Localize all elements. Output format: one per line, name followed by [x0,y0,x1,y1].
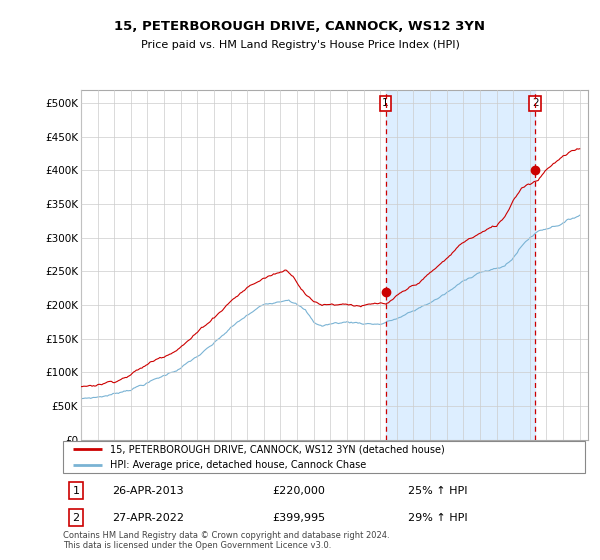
Text: 27-APR-2022: 27-APR-2022 [113,512,185,522]
Text: HPI: Average price, detached house, Cannock Chase: HPI: Average price, detached house, Cann… [110,460,366,470]
FancyBboxPatch shape [63,441,585,473]
Text: £399,995: £399,995 [272,512,325,522]
Text: 15, PETERBOROUGH DRIVE, CANNOCK, WS12 3YN (detached house): 15, PETERBOROUGH DRIVE, CANNOCK, WS12 3Y… [110,445,445,455]
Text: £220,000: £220,000 [272,486,325,496]
Text: 25% ↑ HPI: 25% ↑ HPI [407,486,467,496]
Text: Price paid vs. HM Land Registry's House Price Index (HPI): Price paid vs. HM Land Registry's House … [140,40,460,50]
Text: 1: 1 [382,99,389,108]
Text: 2: 2 [532,99,538,108]
Text: 26-APR-2013: 26-APR-2013 [113,486,184,496]
Bar [386,90,535,440]
Text: 2: 2 [73,512,80,522]
Text: 1: 1 [73,486,80,496]
Text: 29% ↑ HPI: 29% ↑ HPI [407,512,467,522]
Text: Contains HM Land Registry data © Crown copyright and database right 2024.
This d: Contains HM Land Registry data © Crown c… [63,530,389,550]
Text: 15, PETERBOROUGH DRIVE, CANNOCK, WS12 3YN: 15, PETERBOROUGH DRIVE, CANNOCK, WS12 3Y… [115,20,485,32]
